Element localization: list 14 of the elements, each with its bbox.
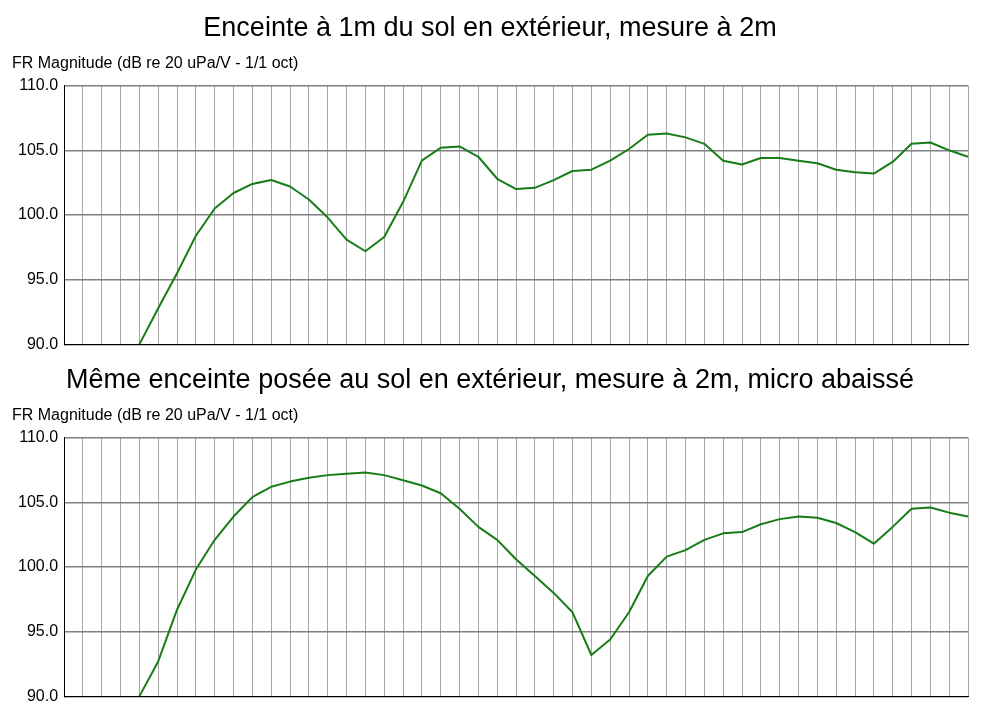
y-axis-title: FR Magnitude (dB re 20 uPa/V - 1/1 oct) <box>12 54 299 72</box>
chart-title: Enceinte à 1m du sol en extérieur, mesure à 2m <box>203 11 777 42</box>
y-axis-title: FR Magnitude (dB re 20 uPa/V - 1/1 oct) <box>12 406 299 424</box>
y-tick-label: 110.0 <box>19 76 59 94</box>
y-tick-label: 95.0 <box>26 622 59 640</box>
y-tick-label: 90.0 <box>26 334 59 352</box>
y-tick-label: 95.0 <box>26 270 59 288</box>
y-tick-label: 105.0 <box>17 492 59 510</box>
y-tick-label: 105.0 <box>17 140 59 158</box>
y-tick-label: 110.0 <box>19 428 59 446</box>
y-tick-label: 100.0 <box>17 557 59 575</box>
chart-title: Même enceinte posée au sol en extérieur, mesure à 2m, micro abaissé <box>66 363 914 394</box>
y-tick-label: 90.0 <box>26 686 59 704</box>
y-tick-label: 100.0 <box>17 205 59 223</box>
